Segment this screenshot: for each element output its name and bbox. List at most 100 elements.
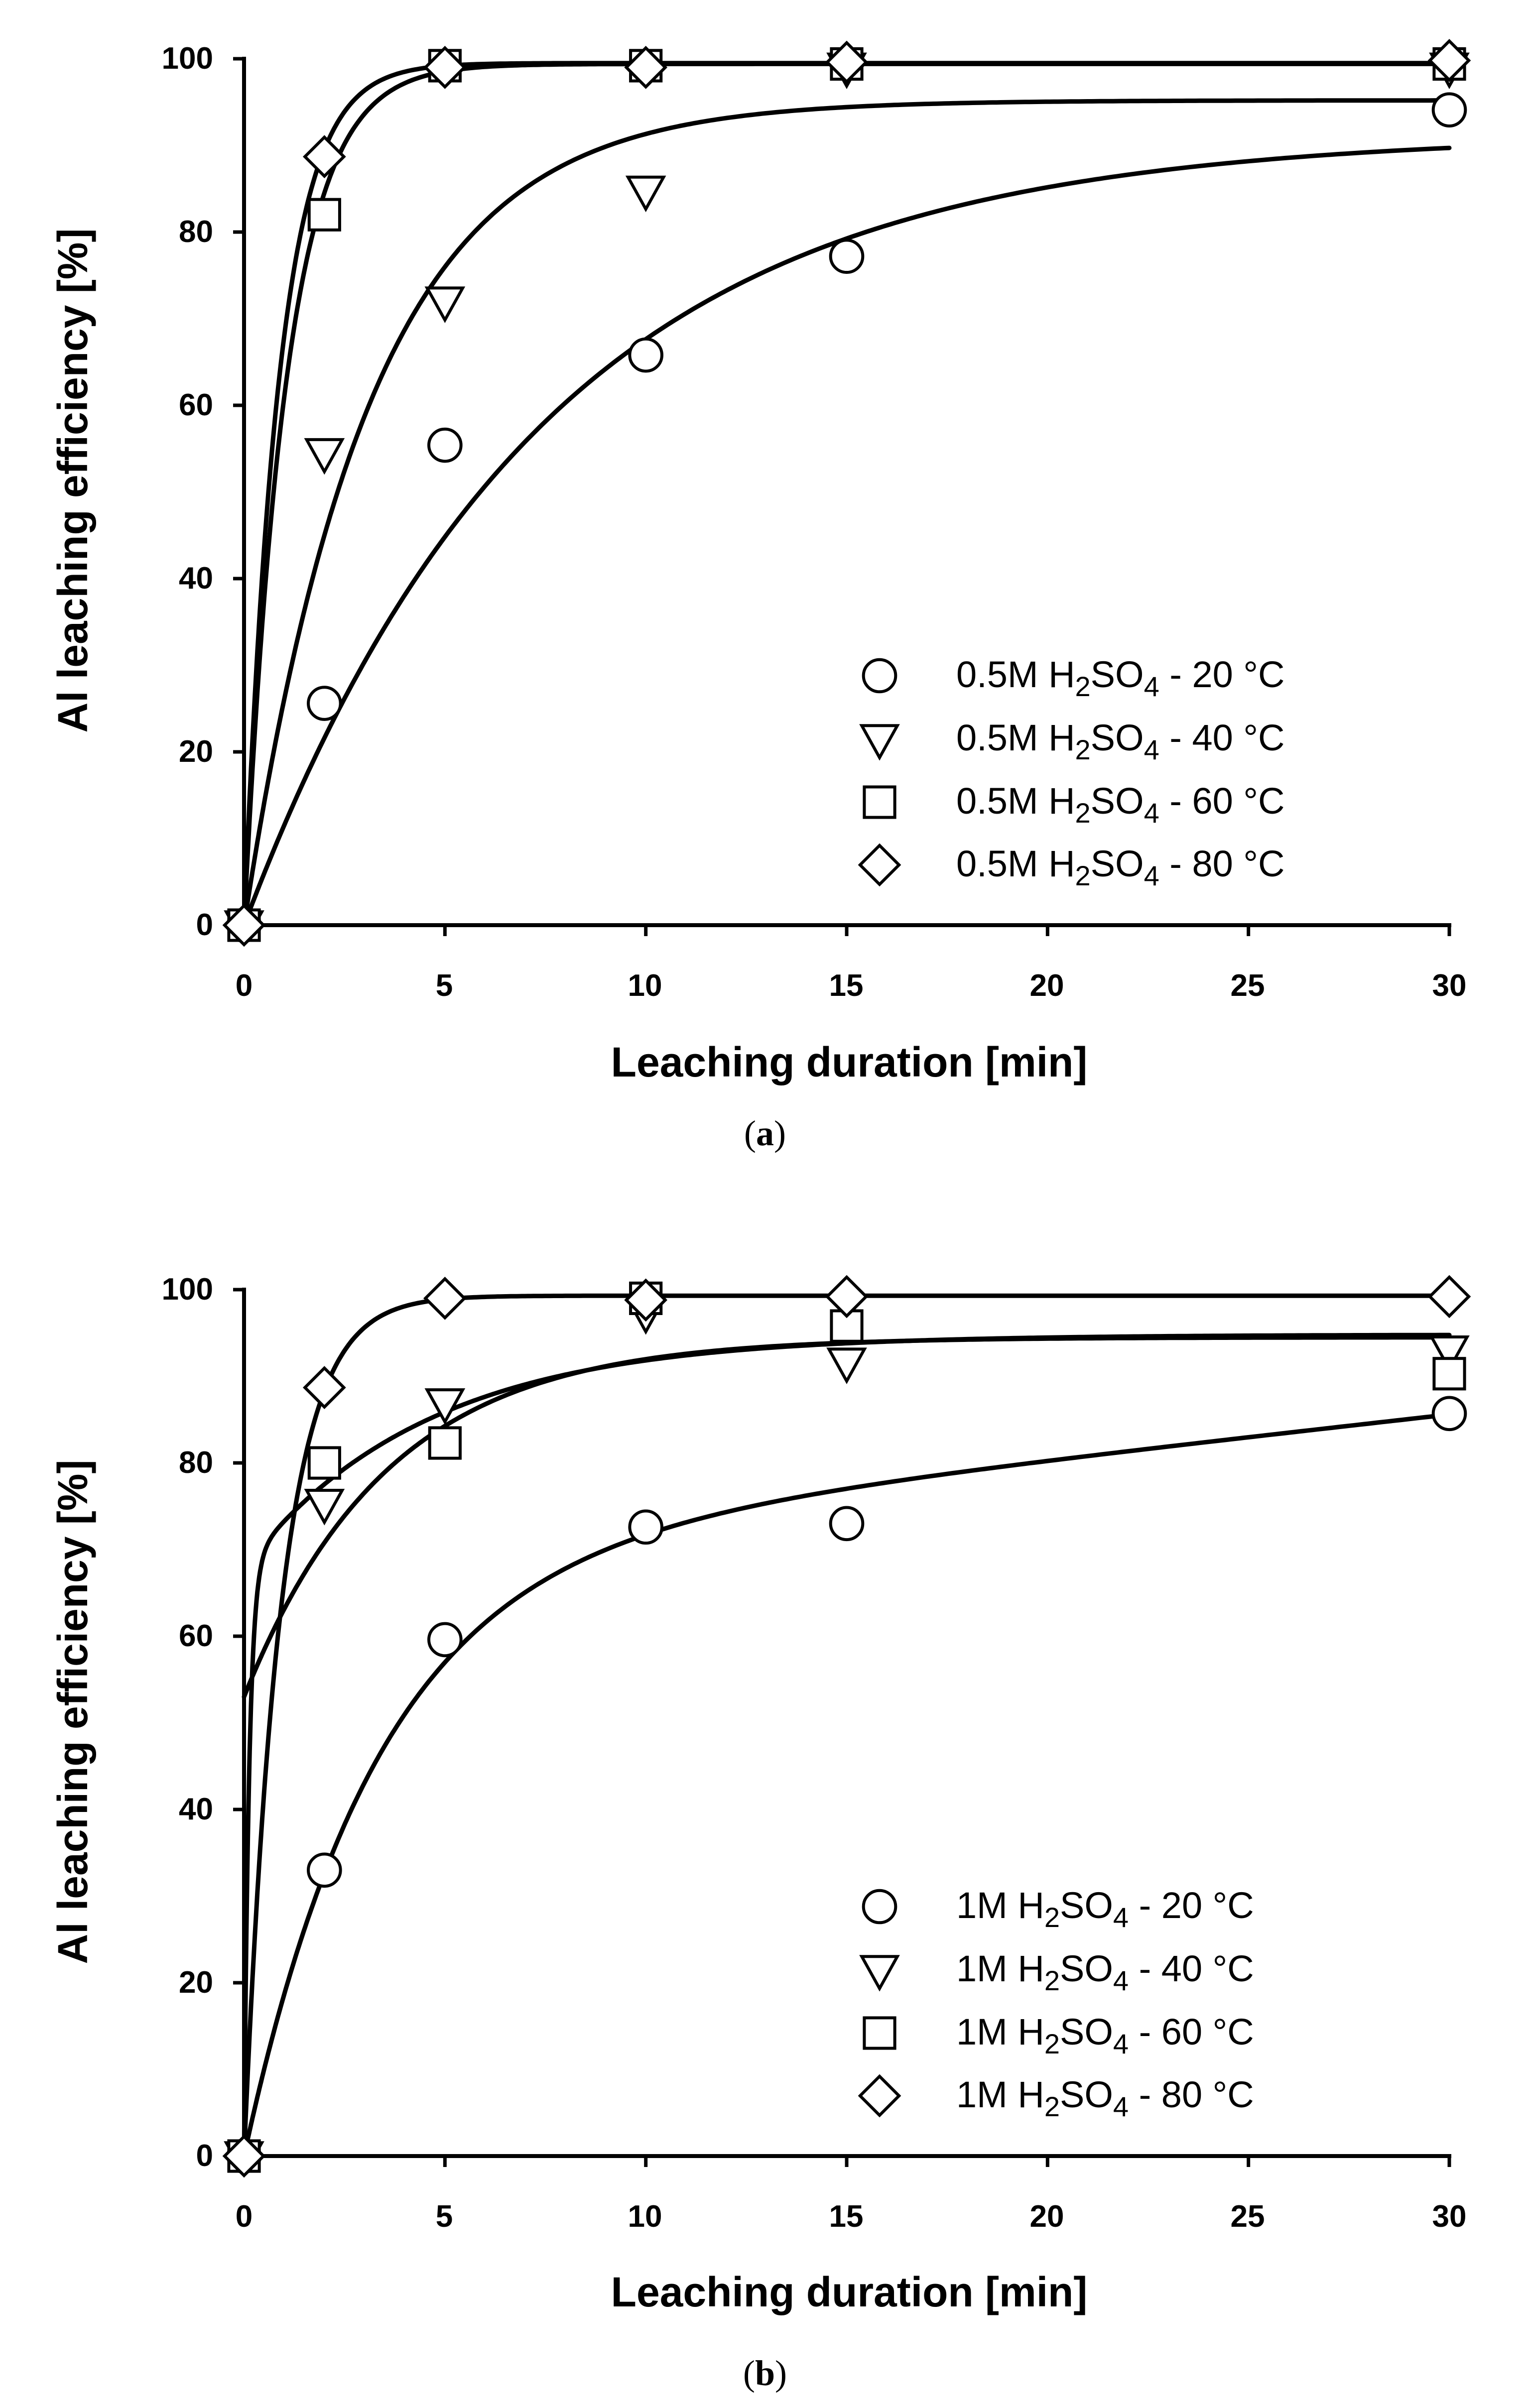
data-point-diamond	[222, 2134, 266, 2178]
data-point-circle	[862, 658, 897, 694]
x-tick-label: 10	[628, 2199, 662, 2234]
plot-area-a	[222, 39, 1471, 947]
y-tick-label: 100	[162, 41, 213, 76]
x-tick-label: 0	[236, 2199, 253, 2234]
data-point-diamond	[423, 1277, 467, 1320]
y-tick-label: 40	[179, 1792, 213, 1826]
data-point-diamond	[858, 843, 901, 887]
data-point-diamond	[222, 903, 266, 947]
x-tick-labels-a: 0 5 10 15 20 25 30	[236, 968, 1467, 1003]
x-tick-label: 25	[1231, 2199, 1265, 2234]
y-tick-label: 100	[162, 1272, 213, 1307]
data-point-diamond	[825, 40, 869, 84]
y-tick-label: 80	[179, 215, 213, 249]
y-tick-label: 0	[196, 908, 213, 942]
data-point-square	[428, 1426, 462, 1460]
data-point-triangle-down	[826, 1347, 867, 1384]
data-point-triangle-down	[859, 1955, 900, 1992]
y-tick-labels-b: 0 20 40 60 80 100	[162, 1272, 213, 2173]
data-point-triangle-down	[304, 1489, 345, 1526]
data-point-square	[863, 785, 896, 819]
chart-panel-b: Al leaching efficiency [%] Leaching dura…	[49, 1272, 1466, 2393]
legend-b: 1M H2SO4 - 20 °C 1M H2SO4 - 40 °C 1M H2S…	[858, 1885, 1254, 2122]
panel-caption-b: (b)	[743, 2353, 787, 2393]
y-tick-label: 20	[179, 734, 213, 769]
panel-caption-a: (a)	[744, 1113, 786, 1153]
legend-marker-triangle-down	[859, 1955, 900, 1992]
y-tick-label: 60	[179, 388, 213, 422]
data-point-circle	[307, 1852, 342, 1888]
x-tick-label: 15	[829, 2199, 864, 2234]
data-point-diamond	[624, 1278, 668, 1322]
data-point-triangle-down	[625, 175, 666, 213]
legend-label-80c: 0.5M H2SO4 - 80 °C	[956, 843, 1284, 891]
data-point-square	[307, 198, 341, 232]
data-point-diamond	[302, 1366, 346, 1409]
legend-marker-circle	[862, 658, 897, 694]
data-point-triangle-down	[424, 1388, 466, 1425]
x-tick-label: 20	[1030, 968, 1064, 1003]
x-tick-label: 5	[436, 968, 453, 1003]
plot-area-b	[222, 1275, 1471, 2178]
y-tick-labels-a: 0 20 40 60 80 100	[162, 41, 213, 942]
data-point-square	[863, 2016, 896, 2050]
x-tick-label: 5	[436, 2199, 453, 2234]
data-point-diamond	[825, 1275, 869, 1319]
legend-label-60c: 1M H2SO4 - 60 °C	[956, 2011, 1254, 2059]
y-axis-title-b: Al leaching efficiency [%]	[49, 1460, 96, 1964]
chart-panel-a: Al leaching efficiency [%] Leaching dura…	[49, 41, 1466, 1153]
x-tick-label: 25	[1231, 968, 1265, 1003]
y-tick-label: 0	[196, 2139, 213, 2173]
data-point-diamond	[858, 2074, 901, 2118]
data-point-triangle-down	[304, 438, 345, 475]
data-point-diamond	[1427, 1275, 1471, 1319]
legend-label-60c: 0.5M H2SO4 - 60 °C	[956, 780, 1284, 829]
data-point-triangle-down	[859, 724, 900, 761]
legend-marker-diamond	[858, 2074, 901, 2118]
x-axis-title-b: Leaching duration [min]	[611, 2269, 1088, 2315]
chart-marks	[222, 39, 1471, 2178]
data-point-circle	[628, 1509, 663, 1545]
y-tick-label: 40	[179, 561, 213, 596]
fit-curve-square	[242, 1332, 1452, 2159]
legend-label-20c: 1M H2SO4 - 20 °C	[956, 1885, 1254, 1933]
x-tick-label: 0	[236, 968, 253, 1003]
y-tick-label: 60	[179, 1619, 213, 1653]
legend-a: 0.5M H2SO4 - 20 °C 0.5M H2SO4 - 40 °C 0.…	[858, 654, 1284, 891]
data-point-square	[1432, 1357, 1466, 1391]
data-point-circle	[1431, 92, 1467, 127]
data-point-triangle-down	[1429, 1335, 1470, 1372]
data-point-diamond	[624, 46, 668, 89]
data-point-triangle-down	[424, 286, 466, 323]
data-point-diamond	[1427, 39, 1471, 82]
x-tick-label: 10	[628, 968, 662, 1003]
fit-curve-triangle-down	[242, 98, 1452, 928]
x-tick-label: 30	[1432, 2199, 1467, 2234]
legend-marker-square	[863, 785, 896, 819]
legend-marker-square	[863, 2016, 896, 2050]
legend-label-80c: 1M H2SO4 - 80 °C	[956, 2074, 1254, 2122]
x-axis-title-a: Leaching duration [min]	[611, 1039, 1088, 1085]
data-point-circle	[427, 427, 463, 463]
legend-label-40c: 1M H2SO4 - 40 °C	[956, 1948, 1254, 1996]
x-tick-labels-b: 0 5 10 15 20 25 30	[236, 2199, 1467, 2234]
data-point-circle	[829, 1506, 865, 1542]
y-tick-label: 20	[179, 1965, 213, 2000]
data-point-circle	[829, 239, 865, 274]
legend-marker-diamond	[858, 843, 901, 887]
x-tick-label: 15	[829, 968, 864, 1003]
legend-marker-circle	[862, 1889, 897, 1925]
y-tick-label: 80	[179, 1445, 213, 1480]
fit-curve-diamond	[242, 1293, 1452, 2159]
legend-label-40c: 0.5M H2SO4 - 40 °C	[956, 717, 1284, 765]
y-axis-title-a: Al leaching efficiency [%]	[49, 229, 96, 733]
data-point-circle	[427, 1622, 463, 1658]
data-point-circle	[307, 686, 342, 721]
x-tick-label: 20	[1030, 2199, 1064, 2234]
data-point-square	[307, 1446, 341, 1480]
legend-marker-triangle-down	[859, 724, 900, 761]
data-point-diamond	[423, 46, 467, 89]
data-point-circle	[628, 337, 663, 373]
data-point-diamond	[302, 135, 346, 178]
